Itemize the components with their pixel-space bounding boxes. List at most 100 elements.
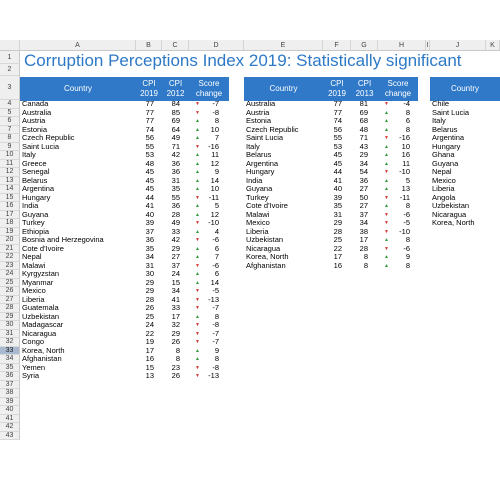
table2-cpi-old-cell[interactable]: 34 [359, 158, 368, 168]
table1-cpi-old-cell[interactable]: 27 [171, 252, 180, 261]
row-header-4[interactable]: 4 [0, 100, 20, 109]
table2-cpi2019-cell[interactable]: 77 [333, 107, 342, 117]
table1-score-change-cell[interactable]: 10 [210, 184, 219, 193]
table2-score-change-cell[interactable]: 5 [405, 175, 410, 185]
table1-country-cell[interactable]: Myanmar [22, 277, 54, 287]
table1-country-cell[interactable]: Nicaragua [22, 328, 57, 338]
row-header-27[interactable]: 27 [0, 295, 20, 304]
table1-country-cell[interactable]: Ethiopia [22, 226, 50, 236]
row-header-26[interactable]: 26 [0, 287, 20, 296]
table1-header-score-change[interactable]: Score change [189, 77, 229, 101]
table1-score-change-cell[interactable]: -10 [208, 218, 219, 227]
table2-cpi2019-cell[interactable]: 45 [333, 158, 342, 168]
table1-score-change-cell[interactable]: 5 [214, 201, 219, 210]
table2-score-change-cell[interactable]: -6 [403, 209, 410, 219]
table2-cpi-old-cell[interactable]: 43 [359, 141, 368, 151]
table1-country-cell[interactable]: Greece [22, 158, 47, 168]
table2-cpi-old-cell[interactable]: 54 [359, 167, 368, 176]
table1-country-cell[interactable]: Guyana [22, 209, 49, 219]
table1-score-change-cell[interactable]: 12 [210, 209, 219, 219]
row-header-18[interactable]: 18 [0, 219, 20, 228]
table2-cpi-old-cell[interactable]: 69 [359, 107, 368, 117]
table1-cpi2019-cell[interactable]: 22 [145, 328, 154, 338]
table3-country-cell[interactable]: Saint Lucia [432, 107, 470, 117]
column-header-j[interactable]: J [430, 40, 486, 51]
table1-cpi2019-cell[interactable]: 44 [145, 192, 154, 202]
table1-cpi-old-cell[interactable]: 36 [171, 167, 180, 176]
table1-cpi2019-cell[interactable]: 16 [145, 354, 154, 363]
row-header-12[interactable]: 12 [0, 168, 20, 177]
row-header-41[interactable]: 41 [0, 414, 20, 423]
table1-cpi-old-cell[interactable]: 49 [171, 133, 180, 142]
table2-score-change-cell[interactable]: -10 [399, 226, 410, 236]
table2-cpi2019-cell[interactable]: 40 [333, 184, 342, 193]
table1-score-change-cell[interactable]: 7 [214, 252, 219, 261]
column-header-c[interactable]: C [162, 40, 189, 51]
table1-cpi-old-cell[interactable]: 15 [171, 277, 180, 287]
table2-cpi2019-cell[interactable]: 22 [333, 243, 342, 253]
table2-cpi2019-cell[interactable]: 55 [333, 133, 342, 142]
table2-country-cell[interactable]: Cote d'Ivoire [246, 201, 288, 210]
table1-cpi-old-cell[interactable]: 8 [175, 354, 180, 363]
row-header-32[interactable]: 32 [0, 338, 20, 347]
table1-country-cell[interactable]: Yemen [22, 362, 46, 372]
table1-cpi-old-cell[interactable]: 84 [171, 99, 180, 108]
table2-country-cell[interactable]: Belarus [246, 150, 272, 159]
column-header-b[interactable]: B [136, 40, 162, 51]
table2-country-cell[interactable]: Hungary [246, 167, 275, 176]
table2-cpi-old-cell[interactable]: 81 [359, 99, 368, 108]
table1-score-change-cell[interactable]: -7 [212, 328, 219, 338]
row-header-13[interactable]: 13 [0, 176, 20, 185]
table1-country-cell[interactable]: Kyrgyzstan [22, 269, 60, 278]
row-header-34[interactable]: 34 [0, 355, 20, 364]
table1-cpi2019-cell[interactable]: 24 [145, 320, 154, 329]
table2-cpi-old-cell[interactable]: 68 [359, 116, 368, 125]
table1-cpi2019-cell[interactable]: 29 [145, 286, 154, 295]
table1-country-cell[interactable]: Cote d'Ivoire [22, 243, 64, 253]
table1-cpi2019-cell[interactable]: 45 [145, 184, 154, 193]
table2-cpi2019-cell[interactable]: 44 [333, 167, 342, 176]
table1-cpi-old-cell[interactable]: 35 [171, 184, 180, 193]
table1-cpi2019-cell[interactable]: 45 [145, 175, 154, 185]
table1-cpi-old-cell[interactable]: 36 [171, 158, 180, 168]
table2-cpi-old-cell[interactable]: 48 [359, 124, 368, 134]
table1-cpi2019-cell[interactable]: 36 [145, 235, 154, 244]
table1-country-cell[interactable]: Australia [22, 107, 52, 117]
table2-country-cell[interactable]: Turkey [246, 192, 269, 202]
table2-score-change-cell[interactable]: -11 [399, 192, 410, 202]
table1-country-cell[interactable]: Turkey [22, 218, 45, 227]
table2-cpi2019-cell[interactable]: 45 [333, 150, 342, 159]
table1-score-change-cell[interactable]: 8 [214, 354, 219, 363]
table2-country-cell[interactable]: Korea, North [246, 252, 289, 261]
table1-country-cell[interactable]: Hungary [22, 192, 51, 202]
column-header-d[interactable]: D [189, 40, 244, 51]
table2-cpi2019-cell[interactable]: 41 [333, 175, 342, 185]
table1-cpi2019-cell[interactable]: 48 [145, 158, 154, 168]
row-header-16[interactable]: 16 [0, 202, 20, 211]
table2-cpi2019-cell[interactable]: 56 [333, 124, 342, 134]
table1-cpi-old-cell[interactable]: 8 [175, 345, 180, 355]
table1-country-cell[interactable]: Belarus [22, 175, 48, 185]
row-header-2[interactable]: 2 [0, 64, 20, 76]
table2-country-cell[interactable]: Nicaragua [246, 243, 281, 253]
table1-country-cell[interactable]: Mexico [22, 286, 46, 295]
table1-cpi-old-cell[interactable]: 34 [171, 286, 180, 295]
table3-country-cell[interactable]: Hungary [432, 141, 461, 151]
table3-country-cell[interactable]: Angola [432, 192, 456, 202]
row-header-17[interactable]: 17 [0, 210, 20, 219]
table2-cpi-old-cell[interactable]: 17 [359, 235, 368, 244]
table1-cpi2019-cell[interactable]: 34 [145, 252, 154, 261]
row-header-35[interactable]: 35 [0, 363, 20, 372]
table1-score-change-cell[interactable]: 8 [214, 116, 219, 125]
table2-score-change-cell[interactable]: 9 [405, 252, 410, 261]
column-header-h[interactable]: H [378, 40, 426, 51]
table1-cpi2019-cell[interactable]: 53 [145, 150, 154, 159]
row-header-30[interactable]: 30 [0, 321, 20, 330]
table2-cpi2019-cell[interactable]: 28 [333, 226, 342, 236]
table2-country-cell[interactable]: Italy [246, 141, 260, 151]
table1-header-cpi2012[interactable]: CPI 2012 [162, 77, 189, 101]
table2-country-cell[interactable]: Saint Lucia [246, 133, 284, 142]
table2-cpi2019-cell[interactable]: 16 [333, 260, 342, 270]
table2-cpi2019-cell[interactable]: 35 [333, 201, 342, 210]
table2-country-cell[interactable]: Guyana [246, 184, 273, 193]
